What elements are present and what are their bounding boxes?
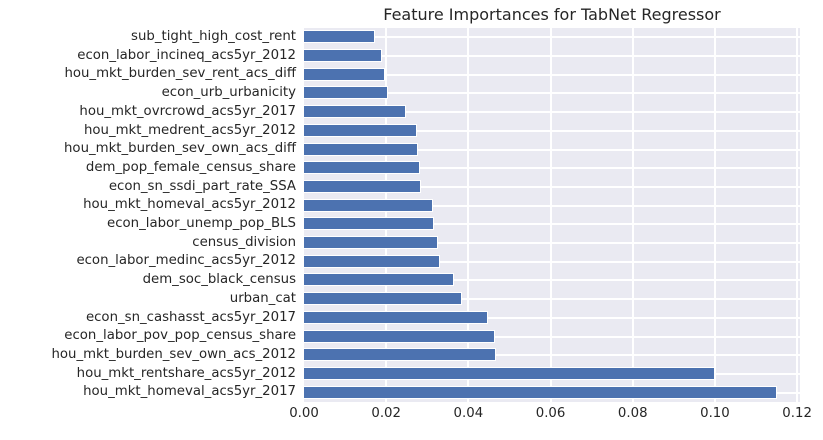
- bar: [304, 67, 386, 81]
- gridline-vertical: [549, 28, 552, 402]
- y-tick-label: hou_mkt_rentshare_acs5yr_2012: [76, 365, 296, 381]
- gridline-horizontal: [304, 354, 800, 357]
- y-tick-label: econ_labor_incineq_acs5yr_2012: [77, 47, 296, 63]
- gridline-horizontal: [304, 185, 800, 188]
- x-tick-label: 0.00: [289, 406, 319, 421]
- gridline-horizontal: [304, 73, 800, 76]
- gridline-horizontal: [304, 242, 800, 245]
- y-tick-label: hou_mkt_homeval_acs5yr_2012: [83, 197, 296, 213]
- gridline-horizontal: [304, 260, 800, 263]
- bar: [304, 329, 496, 343]
- y-axis-labels: sub_tight_high_cost_rent econ_labor_incin…: [0, 28, 296, 402]
- y-tick-label: econ_labor_unemp_pop_BLS: [107, 216, 296, 231]
- x-axis-ticks: 0.00 0.02 0.04 0.06 0.08 0.10 0.12: [0, 406, 823, 426]
- gridline-horizontal: [304, 129, 800, 132]
- x-tick-label: 0.08: [617, 406, 648, 421]
- y-tick-label: dem_pop_female_census_share: [85, 159, 296, 175]
- x-tick-label: 0.06: [535, 406, 566, 421]
- y-tick-label: hou_mkt_burden_sev_own_acs_2012: [51, 346, 296, 362]
- y-tick-label: hou_mkt_burden_sev_rent_acs_diff: [64, 66, 296, 82]
- gridline-horizontal: [304, 111, 800, 114]
- y-tick-label: hou_mkt_homeval_acs5yr_2017: [83, 384, 296, 400]
- bar: [304, 105, 407, 119]
- bar: [304, 310, 489, 324]
- gridline-vertical: [467, 28, 470, 402]
- x-tick-label: 0.04: [453, 406, 484, 421]
- gridline-horizontal: [304, 36, 800, 39]
- bar: [304, 30, 375, 44]
- y-tick-label: econ_sn_cashasst_acs5yr_2017: [85, 309, 296, 325]
- y-tick-label: econ_urb_urbanicity: [161, 85, 296, 101]
- bar: [304, 217, 435, 231]
- x-tick-label: 0.02: [371, 406, 401, 421]
- gridline-horizontal: [304, 279, 800, 282]
- y-tick-label: hou_mkt_burden_sev_own_acs_diff: [64, 141, 296, 157]
- bar: [304, 385, 777, 399]
- gridline-vertical: [713, 28, 716, 402]
- y-tick-label: dem_soc_black_census: [142, 272, 296, 288]
- x-tick-label: 0.10: [700, 406, 730, 421]
- gridline-vertical: [385, 28, 388, 402]
- bar: [304, 86, 388, 100]
- y-tick-label: econ_labor_pov_pop_census_share: [64, 328, 296, 344]
- gridline-horizontal: [304, 55, 800, 58]
- bar: [304, 348, 496, 362]
- bar: [304, 236, 438, 250]
- bar: [304, 292, 462, 306]
- gridline-horizontal: [304, 316, 800, 319]
- gridline-horizontal: [304, 204, 800, 207]
- bar: [304, 366, 715, 380]
- y-tick-label: hou_mkt_ovrcrowd_acs5yr_2017: [79, 103, 296, 119]
- y-tick-label: census_division: [192, 234, 296, 250]
- bar: [304, 254, 440, 268]
- bar: [304, 273, 455, 287]
- bar: [304, 123, 418, 137]
- gridline-horizontal: [304, 167, 800, 170]
- y-tick-label: urban_cat: [229, 290, 296, 306]
- gridline-horizontal: [304, 298, 800, 301]
- gridline-horizontal: [304, 335, 800, 338]
- bar: [304, 179, 422, 193]
- gridline-horizontal: [304, 92, 800, 95]
- gridline-horizontal: [304, 148, 800, 151]
- plot-area: [304, 28, 800, 402]
- y-tick-label: econ_labor_medinc_acs5yr_2012: [76, 253, 296, 269]
- bar: [304, 49, 383, 63]
- bar: [304, 142, 418, 156]
- y-tick-label: sub_tight_high_cost_rent: [131, 29, 296, 44]
- bar: [304, 161, 420, 175]
- bar: [304, 198, 433, 212]
- chart-title: Feature Importances for TabNet Regressor: [383, 5, 721, 24]
- gridline-vertical: [631, 28, 634, 402]
- y-tick-label: econ_sn_ssdi_part_rate_SSA: [108, 178, 296, 194]
- y-tick-label: hou_mkt_medrent_acs5yr_2012: [83, 122, 296, 138]
- x-tick-label: 0.12: [782, 406, 812, 421]
- gridline-horizontal: [304, 223, 800, 226]
- gridline-vertical: [796, 28, 799, 402]
